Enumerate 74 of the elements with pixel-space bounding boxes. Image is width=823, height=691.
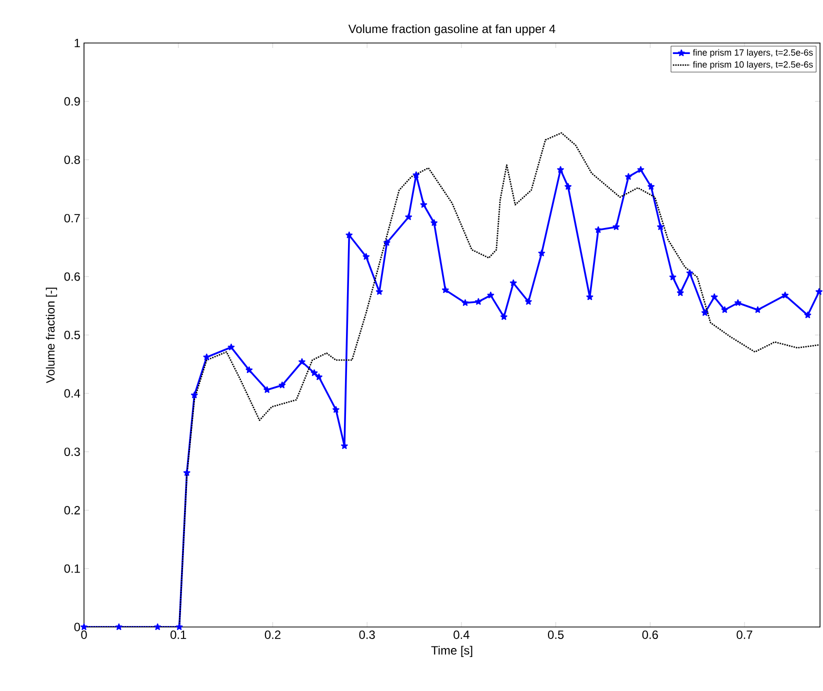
point <box>176 623 183 630</box>
point <box>701 309 708 316</box>
y-tick-label: 0.7 <box>64 214 80 222</box>
x-tick-label: 0.6 <box>642 630 658 639</box>
point <box>524 298 532 305</box>
point <box>405 213 412 220</box>
point <box>80 623 88 630</box>
point <box>203 354 210 360</box>
point <box>340 442 348 449</box>
y-tick-label: 1 <box>74 38 80 48</box>
point <box>612 223 620 230</box>
point <box>648 183 655 190</box>
y-axis-title: Volume fraction [-] <box>46 288 58 384</box>
point <box>346 232 353 238</box>
x-tick-label: 0.2 <box>264 630 280 639</box>
point <box>594 226 602 233</box>
x-tick-label: 0.4 <box>454 630 470 639</box>
point <box>190 392 198 398</box>
point <box>721 306 728 313</box>
point <box>298 358 306 365</box>
y-tick-label: 0.5 <box>64 330 80 340</box>
point <box>734 299 742 306</box>
point <box>383 239 390 246</box>
point <box>246 366 253 374</box>
point <box>332 406 340 413</box>
point <box>637 166 644 173</box>
y-tick-label: 0.6 <box>64 272 80 281</box>
point <box>474 298 482 305</box>
point <box>754 306 762 313</box>
x-tick-label: 0.5 <box>548 630 564 639</box>
x-tick-label: 0.3 <box>359 630 375 639</box>
point <box>804 312 812 318</box>
chart-title: Volume fraction gasoline at fan upper 4 <box>348 24 556 36</box>
legend-label: fine prism 10 layers, t=2.5e-6s <box>692 61 813 70</box>
point <box>316 373 322 380</box>
point <box>430 219 438 226</box>
y-tick-label: 0.9 <box>64 97 80 106</box>
point <box>557 166 564 173</box>
point <box>564 183 572 190</box>
point <box>538 250 546 256</box>
point <box>686 270 694 276</box>
point <box>264 386 270 393</box>
point <box>362 253 370 260</box>
y-tick-label: 0.4 <box>64 389 80 398</box>
x-axis-title: Time [s] <box>431 646 472 657</box>
point <box>625 173 632 180</box>
point <box>816 288 823 295</box>
point <box>669 274 676 280</box>
point <box>228 344 235 350</box>
point <box>500 313 508 320</box>
y-tick-label: 0.2 <box>64 506 80 514</box>
x-tick-label: 0.7 <box>736 630 752 639</box>
point <box>442 286 449 294</box>
point <box>420 201 428 208</box>
y-tick-label: 0.8 <box>64 156 80 164</box>
point <box>710 293 718 300</box>
point <box>154 623 162 630</box>
point <box>412 171 420 178</box>
point <box>676 289 684 296</box>
point <box>462 299 469 306</box>
point <box>510 279 517 286</box>
point <box>183 469 190 476</box>
y-tick-label: 0 <box>74 622 80 632</box>
x-tick-label: 0 <box>81 630 87 639</box>
legend-label: fine prism 17 layers, t=2.5e-6s <box>692 49 813 58</box>
point <box>310 369 318 376</box>
point <box>782 292 789 298</box>
point <box>487 292 494 298</box>
x-tick-label: 0.1 <box>170 630 186 639</box>
y-tick-label: 0.3 <box>64 448 80 456</box>
point <box>657 223 664 230</box>
point <box>278 382 286 388</box>
y-tick-label: 0.1 <box>64 564 80 573</box>
point <box>115 623 122 630</box>
